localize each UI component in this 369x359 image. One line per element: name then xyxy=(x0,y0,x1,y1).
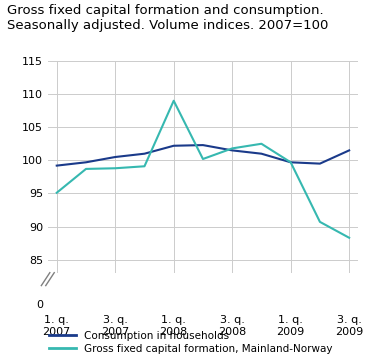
Legend: Consumption in households, Gross fixed capital formation, Mainland-Norway: Consumption in households, Gross fixed c… xyxy=(49,331,332,354)
Text: Gross fixed capital formation and consumption.
Seasonally adjusted. Volume indic: Gross fixed capital formation and consum… xyxy=(7,4,329,32)
